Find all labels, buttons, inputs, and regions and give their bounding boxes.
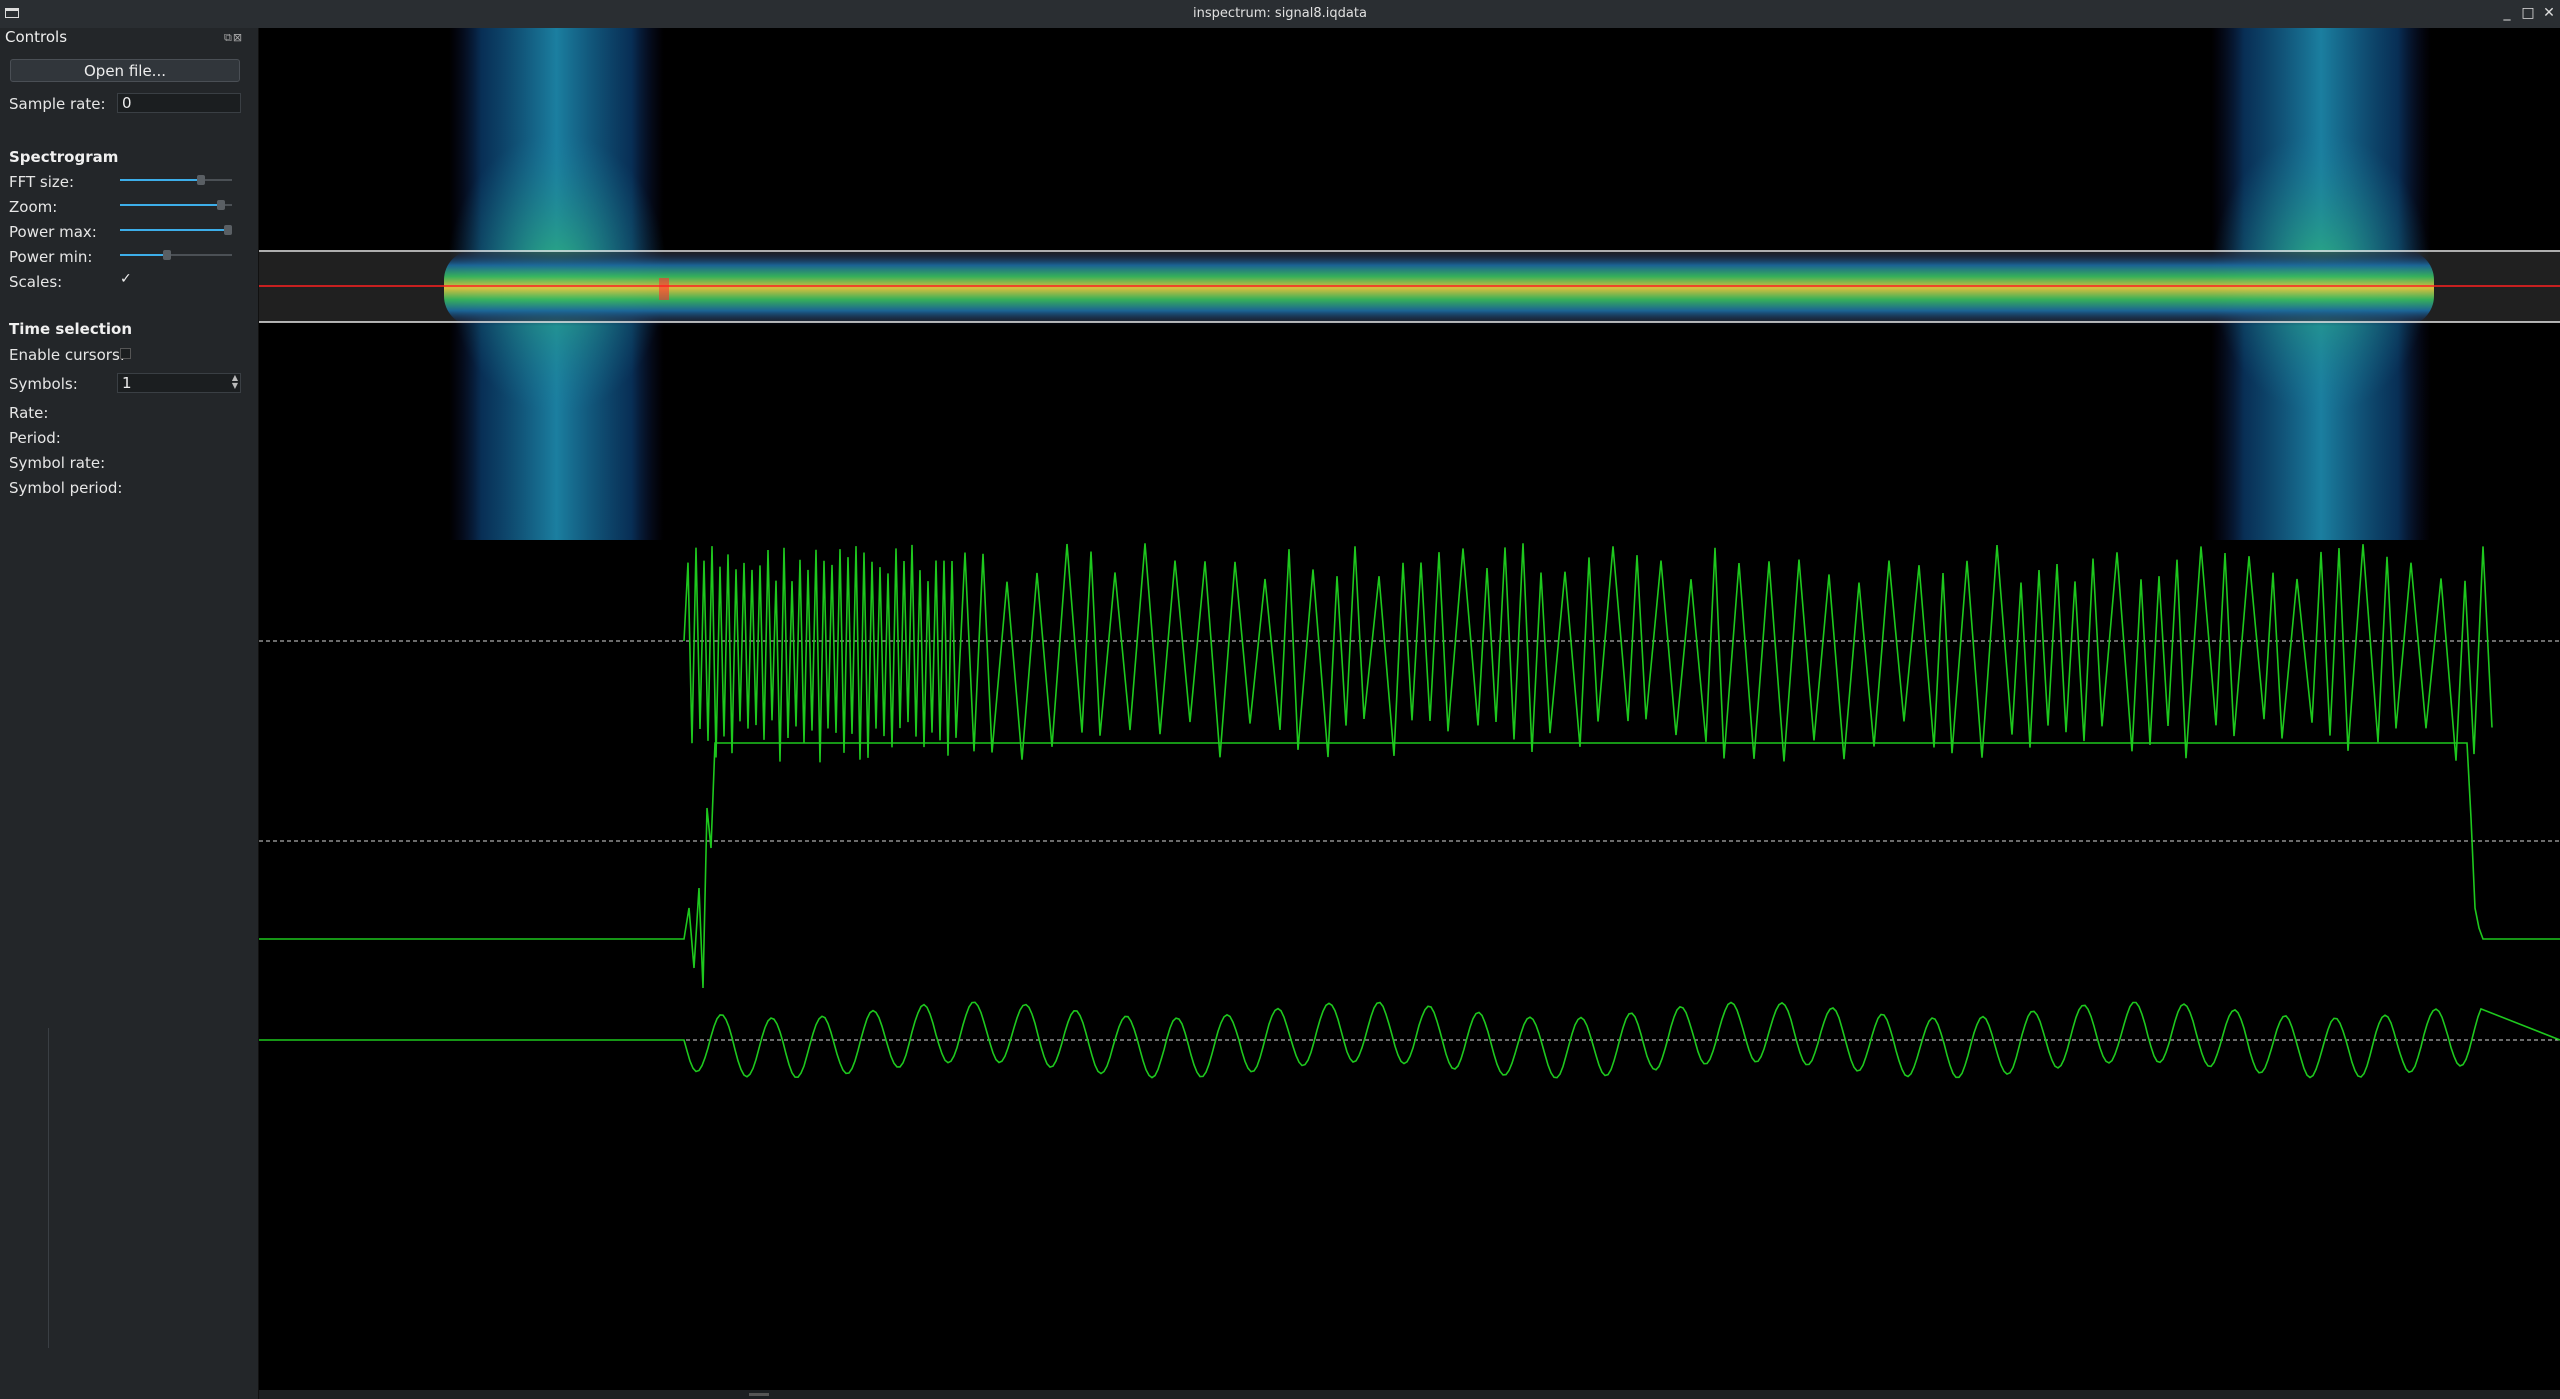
enable-cursors-checkbox[interactable]: [120, 348, 131, 359]
zoom-slider[interactable]: [120, 198, 232, 212]
symbols-spinbox[interactable]: 1 ▲ ▼: [117, 373, 241, 393]
spectrogram-header: Spectrogram: [9, 148, 119, 166]
minimize-button[interactable]: _: [2503, 5, 2511, 21]
symbols-value: 1: [122, 374, 132, 392]
symbol-rate-label: Symbol rate:: [9, 454, 106, 472]
window-title: inspectrum: signal8.iqdata: [1193, 6, 1367, 21]
amplitude-trace[interactable]: [259, 742, 2560, 989]
dock-float-close-icons[interactable]: ⧉⊠: [224, 31, 244, 44]
zoom-label: Zoom:: [9, 198, 58, 216]
fft-size-slider[interactable]: [120, 173, 232, 187]
rate-label: Rate:: [9, 404, 49, 422]
maximize-button[interactable]: □: [2521, 5, 2535, 21]
frequency-trace[interactable]: [683, 543, 2493, 763]
spectrogram[interactable]: [259, 28, 2560, 540]
power-max-label: Power max:: [9, 223, 97, 241]
scales-checkbox[interactable]: ✓: [120, 271, 132, 287]
signal-band: [444, 250, 2434, 326]
open-file-button[interactable]: Open file...: [10, 59, 240, 82]
dock-title: Controls: [5, 28, 68, 46]
phase-trace[interactable]: [259, 1001, 2560, 1079]
symbols-label: Symbols:: [9, 375, 78, 393]
plot-canvas[interactable]: [259, 28, 2560, 1390]
app-icon[interactable]: [5, 8, 19, 18]
enable-cursors-label: Enable cursors:: [9, 346, 125, 364]
window-titlebar: inspectrum: signal8.iqdata _ □ ✕: [0, 0, 2560, 29]
scales-label: Scales:: [9, 273, 63, 291]
sample-rate-input[interactable]: 0: [117, 93, 241, 113]
spin-arrows-icon[interactable]: ▲ ▼: [231, 373, 238, 390]
sample-rate-label: Sample rate:: [9, 95, 106, 113]
power-min-label: Power min:: [9, 248, 93, 266]
period-label: Period:: [9, 429, 61, 447]
power-min-slider[interactable]: [120, 248, 232, 262]
time-selection-header: Time selection: [9, 320, 133, 338]
close-button[interactable]: ✕: [2543, 5, 2555, 21]
fft-size-label: FFT size:: [9, 173, 75, 191]
power-max-slider[interactable]: [120, 223, 232, 237]
plot-view[interactable]: [259, 28, 2560, 1390]
symbol-period-label: Symbol period:: [9, 479, 123, 497]
horizontal-scrollbar[interactable]: [259, 1390, 2560, 1399]
controls-dock: Controls ⧉⊠ Open file... Sample rate: 0 …: [0, 28, 259, 1399]
dock-splitter-line: [48, 1028, 49, 1348]
